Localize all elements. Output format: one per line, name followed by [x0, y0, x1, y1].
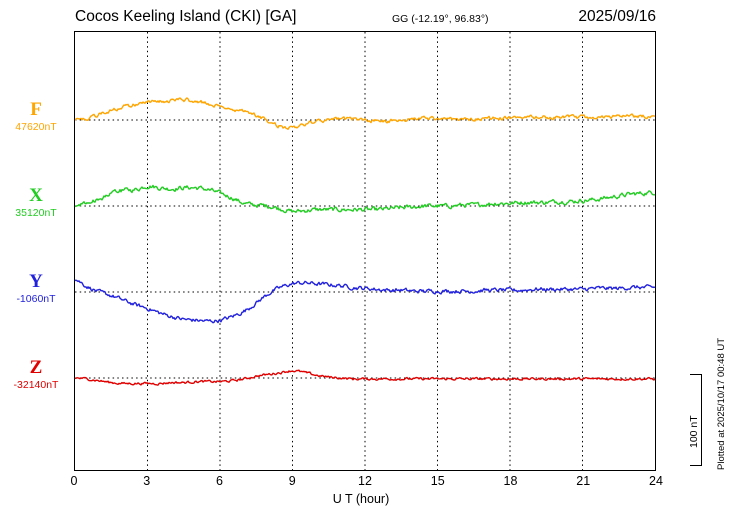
- trace-y: [75, 279, 655, 324]
- xtick-12: 12: [358, 474, 372, 488]
- magnetogram-svg: [75, 32, 655, 470]
- component-baseline-y: -1060nT: [16, 293, 56, 305]
- trace-z: [75, 369, 655, 386]
- xtick-21: 21: [576, 474, 591, 488]
- x-axis-label: U T (hour): [0, 492, 730, 506]
- chart-title: Cocos Keeling Island (CKI) [GA]: [75, 8, 297, 25]
- scale-bar-tick-top: [690, 374, 702, 375]
- xtick-6: 6: [216, 474, 223, 488]
- xtick-15: 15: [430, 474, 445, 488]
- trace-f: [75, 97, 655, 131]
- xtick-24: 24: [649, 474, 663, 488]
- component-baseline-z: -32140nT: [13, 379, 59, 391]
- xtick-18: 18: [503, 474, 518, 488]
- geographic-coordinates: GG (-12.19°, 96.83°): [392, 13, 489, 25]
- xtick-0: 0: [70, 474, 78, 488]
- component-letter-x: X: [29, 185, 43, 206]
- component-letter-f: F: [30, 99, 42, 120]
- xtick-3: 3: [143, 474, 151, 488]
- scale-bar: [690, 374, 703, 466]
- trace-x: [75, 184, 655, 214]
- component-letter-y: Y: [29, 271, 43, 292]
- magnetogram-plot-area: [74, 31, 656, 471]
- plotted-timestamp: Plotted at 2025/10/17 00:48 UT: [716, 337, 727, 470]
- component-letter-z: Z: [29, 357, 43, 378]
- component-label-f: F 47620nT: [0, 100, 72, 134]
- component-label-x: X 35120nT: [0, 186, 72, 220]
- component-label-y: Y -1060nT: [0, 272, 72, 306]
- component-baseline-f: 47620nT: [15, 121, 57, 133]
- chart-date: 2025/09/16: [578, 8, 656, 25]
- scale-bar-tick-bottom: [690, 465, 702, 466]
- scale-bar-line: [701, 374, 702, 466]
- xtick-9: 9: [288, 474, 296, 488]
- scale-bar-label: 100 nT: [688, 415, 700, 448]
- x-axis-label-text: U T (hour): [332, 492, 390, 506]
- component-baseline-x: 35120nT: [15, 207, 57, 219]
- component-label-z: Z -32140nT: [0, 358, 72, 392]
